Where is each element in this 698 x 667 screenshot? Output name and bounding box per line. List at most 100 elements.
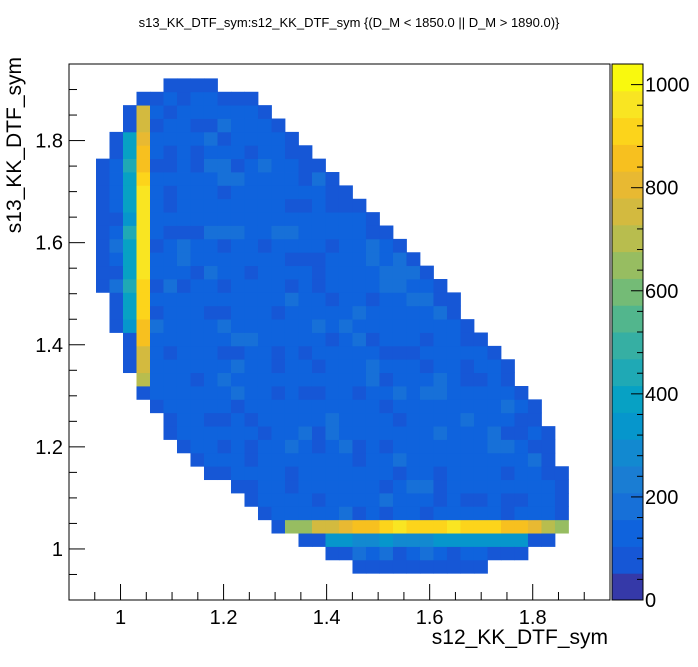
heatmap-cell (406, 305, 421, 320)
heatmap-cell (554, 519, 569, 534)
color-scale-swatch (612, 251, 643, 279)
heatmap-cell (123, 305, 137, 320)
heatmap-cell (244, 372, 259, 387)
heatmap-cell (352, 493, 367, 507)
heatmap-cell (176, 238, 191, 253)
heatmap-cell (446, 466, 461, 481)
heatmap-cell (203, 265, 218, 280)
heatmap-cell (123, 118, 137, 133)
heatmap-cell (379, 506, 394, 521)
heatmap-cell (96, 198, 110, 213)
heatmap-cell (109, 185, 124, 200)
heatmap-cell (190, 105, 205, 119)
heatmap-cell (257, 332, 272, 347)
heatmap-cell (109, 145, 124, 160)
heatmap-cell (446, 372, 461, 387)
heatmap-cell (230, 359, 245, 374)
heatmap-cell (487, 412, 502, 427)
heatmap-cell (163, 252, 178, 267)
heatmap-cell (230, 372, 245, 387)
heatmap-cell (392, 412, 407, 427)
heatmap-cell (123, 359, 137, 374)
heatmap-cell (338, 546, 353, 561)
y-tick-label: 1.8 (35, 131, 63, 153)
heatmap-cell (514, 412, 529, 427)
heatmap-cell (244, 185, 259, 200)
heatmap-cell (230, 439, 245, 454)
heatmap-cell (244, 359, 259, 374)
heatmap-cell (433, 386, 448, 400)
heatmap-cell (150, 158, 164, 173)
heatmap-cell (163, 305, 178, 320)
heatmap-cell (392, 426, 407, 440)
heatmap-cell (176, 145, 191, 160)
heatmap-cell (487, 359, 502, 374)
heatmap-cell (379, 345, 394, 360)
heatmap-cell (163, 372, 178, 387)
heatmap-cell (325, 452, 340, 467)
heatmap-cell (311, 506, 326, 521)
heatmap-cell (365, 279, 380, 293)
heatmap-cell (325, 225, 340, 240)
heatmap-cell (446, 426, 461, 440)
heatmap-cell (514, 439, 529, 454)
color-scale-swatch (612, 198, 643, 226)
heatmap-cell (257, 172, 272, 186)
heatmap-cell (244, 198, 259, 213)
heatmap-cell (379, 225, 394, 240)
heatmap-cell (514, 386, 529, 400)
heatmap-cell (541, 533, 556, 547)
heatmap-cell (325, 292, 340, 307)
heatmap-cell (176, 426, 191, 440)
heatmap-cell (244, 493, 259, 507)
heatmap-cell (460, 546, 475, 561)
heatmap-cell (460, 412, 475, 427)
heatmap-cell (311, 319, 326, 333)
heatmap-cell (392, 305, 407, 320)
heatmap-cell (271, 319, 286, 333)
y-tick-label: 1.6 (35, 233, 63, 255)
heatmap-cell (379, 305, 394, 320)
heatmap-cell (96, 252, 110, 267)
heatmap-cell (257, 252, 272, 267)
heatmap-cell (244, 292, 259, 307)
heatmap-cell (338, 332, 353, 347)
heatmap-cell (176, 319, 191, 333)
heatmap-cell (190, 91, 205, 106)
heatmap-cell (352, 372, 367, 387)
heatmap-cell (244, 131, 259, 146)
heatmap-cell (150, 292, 164, 307)
heatmap-cell (271, 466, 286, 481)
heatmap-cell (163, 131, 178, 146)
heatmap-cell (473, 412, 488, 427)
heatmap-cell (325, 345, 340, 360)
heatmap-cell (284, 359, 299, 374)
heatmap-cell (352, 198, 367, 213)
heatmap-cell (446, 452, 461, 467)
heatmap-cell (487, 439, 502, 454)
heatmap-cell (325, 305, 340, 320)
heatmap-cell (136, 185, 151, 200)
heatmap-cell (257, 412, 272, 427)
heatmap-cell (136, 172, 151, 186)
heatmap-cell (150, 145, 164, 160)
heatmap-cell (392, 493, 407, 507)
heatmap-cell (203, 452, 218, 467)
heatmap-cell (284, 131, 299, 146)
heatmap-cell (298, 479, 313, 494)
heatmap-cell (271, 158, 286, 173)
heatmap-cell (446, 386, 461, 400)
heatmap-cell (419, 506, 434, 521)
heatmap-cell (271, 118, 286, 133)
heatmap-cell (136, 372, 151, 387)
heatmap-cell (311, 386, 326, 400)
heatmap-cell (473, 426, 488, 440)
heatmap-cell (176, 158, 191, 173)
color-scale-swatch (612, 278, 643, 306)
heatmap-cell (136, 345, 151, 360)
heatmap-cell (419, 519, 434, 534)
heatmap-cell (419, 439, 434, 454)
heatmap-cell (217, 319, 232, 333)
heatmap-cell (433, 332, 448, 347)
heatmap-cell (500, 399, 515, 414)
